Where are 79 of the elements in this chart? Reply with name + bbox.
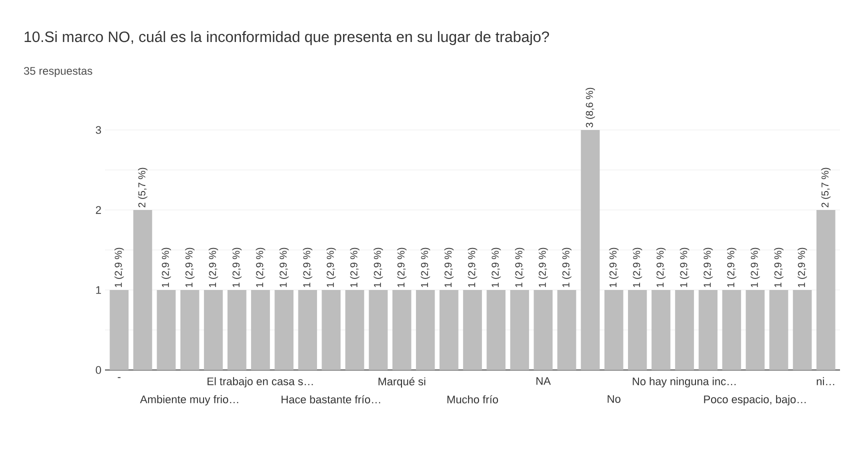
x-tick-label: Mucho frío xyxy=(447,395,498,404)
y-tick-label: 0 xyxy=(96,366,102,374)
data-label: 1 (2,9 %) xyxy=(256,248,266,288)
bar xyxy=(792,290,812,370)
bar xyxy=(580,130,600,370)
bar xyxy=(322,290,341,370)
bar xyxy=(604,290,624,370)
data-label: 1 (2,9 %) xyxy=(514,248,524,288)
bar xyxy=(510,290,530,370)
data-label: 1 (2,9 %) xyxy=(491,248,501,288)
data-label: 1 (2,9 %) xyxy=(114,248,124,288)
x-tick-label: - xyxy=(118,377,120,378)
data-label: 1 (2,9 %) xyxy=(750,248,760,288)
data-label: 1 (2,9 %) xyxy=(609,248,619,288)
bar xyxy=(368,290,388,370)
data-label: 1 (2,9 %) xyxy=(350,248,360,288)
bar xyxy=(486,290,506,370)
data-label: 1 (2,9 %) xyxy=(374,248,383,288)
data-label: 1 (2,9 %) xyxy=(562,248,572,288)
data-label: 3 (8,6 %) xyxy=(586,88,595,128)
x-tick-label: No hay ninguna inc… xyxy=(632,377,736,388)
bar xyxy=(251,290,270,370)
data-label: 1 (2,9 %) xyxy=(468,248,478,288)
bar xyxy=(698,290,718,370)
x-tick-label: Poco espacio, bajo… xyxy=(704,395,806,406)
bar xyxy=(652,290,670,370)
x-tick-label: Marqué si xyxy=(378,377,426,388)
x-tick-label: ni… xyxy=(816,377,834,386)
bar xyxy=(675,290,694,370)
bar xyxy=(110,290,129,370)
bar xyxy=(746,290,765,370)
bar xyxy=(769,290,788,370)
x-tick-label: No xyxy=(608,395,620,403)
data-label: 1 (2,9 %) xyxy=(420,248,430,288)
bar xyxy=(228,290,246,370)
data-label: 1 (2,9 %) xyxy=(326,248,336,288)
y-tick-label: 2 xyxy=(96,206,101,214)
bar xyxy=(557,290,576,370)
bar xyxy=(440,290,458,370)
data-label: 1 (2,9 %) xyxy=(185,248,194,288)
bar xyxy=(204,290,223,370)
bar xyxy=(180,290,200,370)
data-label: 1 (2,9 %) xyxy=(538,248,548,288)
data-label: 1 (2,9 %) xyxy=(162,248,171,288)
bar xyxy=(274,290,294,370)
data-label: 1 (2,9 %) xyxy=(279,248,289,288)
data-label: 1 (2,9 %) xyxy=(656,248,666,288)
x-tick-label: El trabajo en casa s… xyxy=(208,377,313,388)
chart-title: 10.Si marco NO, cuál es la inconformidad que presenta en su lugar de trabajo? xyxy=(24,30,549,46)
data-label: 1 (2,9 %) xyxy=(208,248,218,288)
data-label: 1 (2,9 %) xyxy=(444,248,454,288)
chart-subtitle: 35 respuestas xyxy=(24,67,92,77)
bar xyxy=(156,290,176,370)
bar xyxy=(816,210,836,370)
y-tick-label: 3 xyxy=(96,126,102,134)
x-tick-label: NA xyxy=(536,377,551,385)
bar xyxy=(133,210,152,370)
bar xyxy=(628,290,647,370)
data-label: 1 (2,9 %) xyxy=(798,248,807,288)
x-tick-label: Ambiente muy frio… xyxy=(140,395,238,406)
data-label: 1 (2,9 %) xyxy=(397,248,407,288)
y-tick-label: 1 xyxy=(96,286,101,294)
data-label: 1 (2,9 %) xyxy=(774,248,784,288)
data-label: 1 (2,9 %) xyxy=(703,248,713,288)
data-label: 1 (2,9 %) xyxy=(302,248,312,288)
x-tick-label: Hace bastante frío… xyxy=(282,395,380,404)
bar xyxy=(345,290,364,370)
bar xyxy=(416,290,435,370)
data-label: 1 (2,9 %) xyxy=(232,248,242,288)
data-label: 2 (5,7 %) xyxy=(138,168,148,208)
bar xyxy=(392,290,412,370)
bar xyxy=(298,290,318,370)
bar xyxy=(534,290,553,370)
data-label: 2 (5,7 %) xyxy=(821,168,831,208)
bar xyxy=(722,290,742,370)
data-label: 1 (2,9 %) xyxy=(726,248,736,288)
data-label: 1 (2,9 %) xyxy=(680,248,690,288)
data-label: 1 (2,9 %) xyxy=(632,248,642,288)
bar xyxy=(463,290,482,370)
